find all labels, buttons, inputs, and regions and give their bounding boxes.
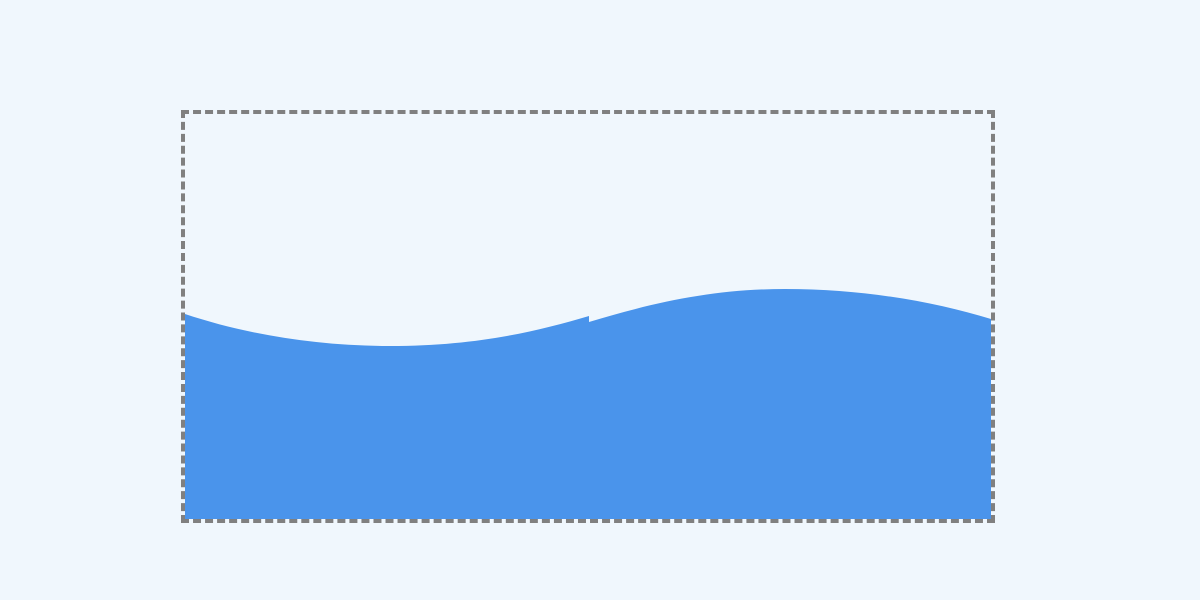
dashed-frame xyxy=(181,110,995,523)
wave-graphic xyxy=(185,289,991,519)
wave-shape xyxy=(185,289,991,519)
